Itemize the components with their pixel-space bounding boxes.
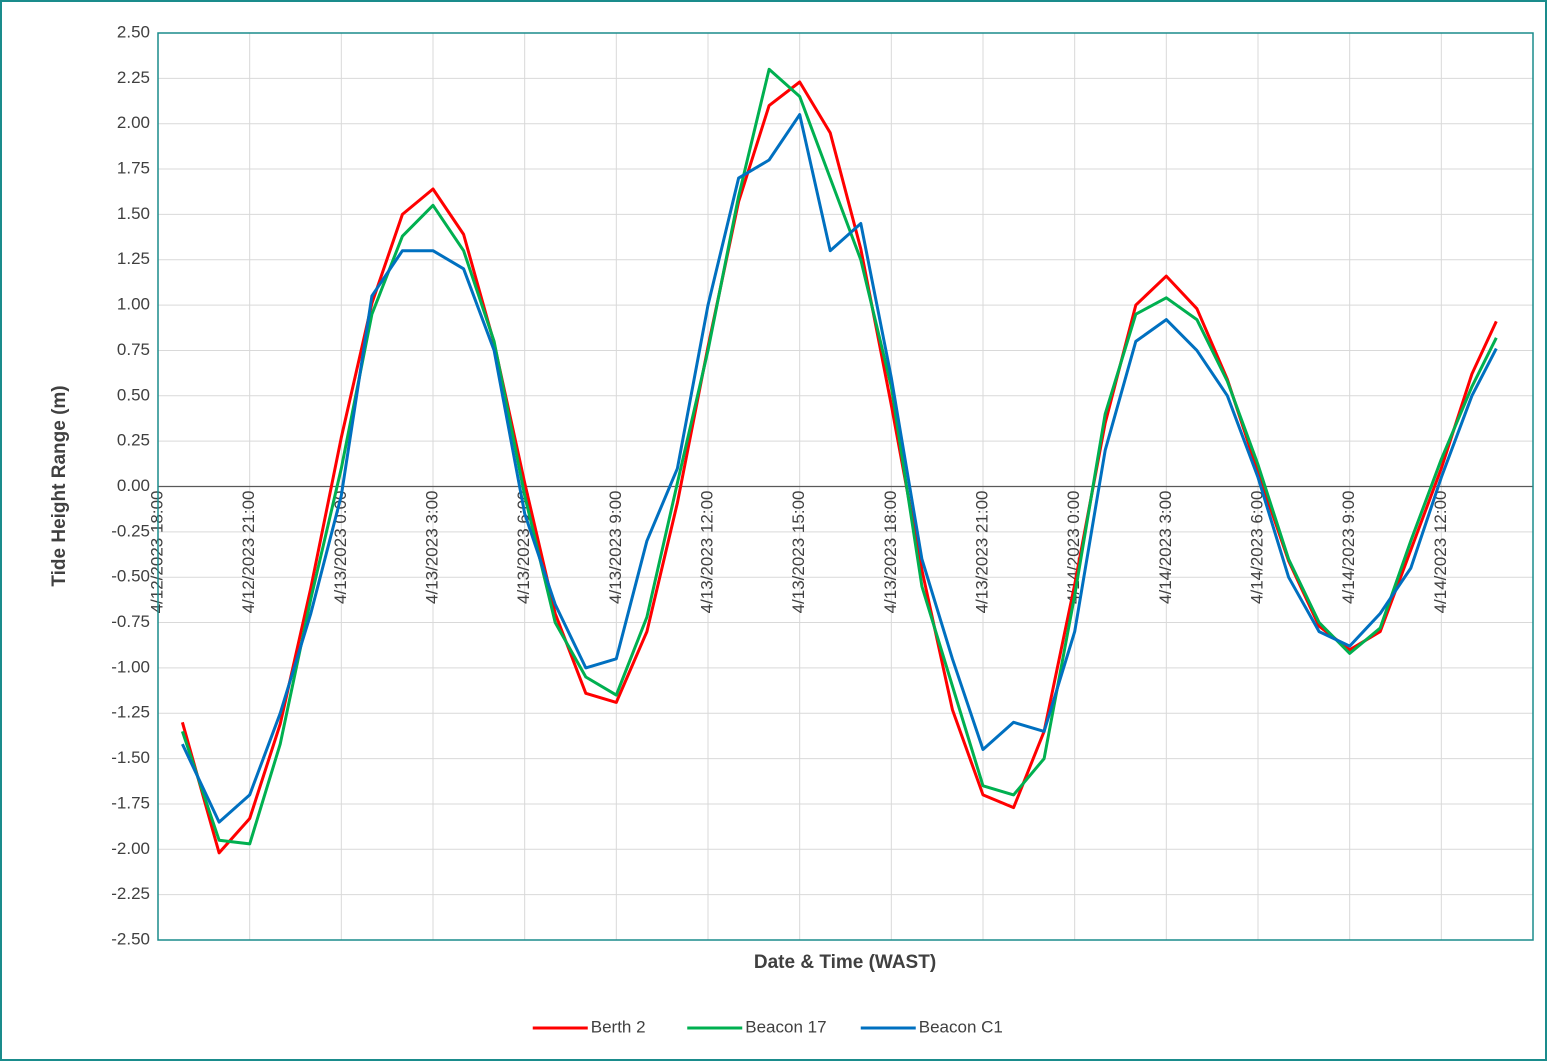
y-tick-label: 0.00 — [117, 476, 150, 495]
y-tick-label: 1.25 — [117, 249, 150, 268]
y-tick-label: 1.00 — [117, 295, 150, 314]
data-line — [180, 67, 1498, 846]
y-axis-title: Tide Height Range (m) — [49, 385, 70, 586]
x-tick-label: 4/13/2023 9:00 — [606, 491, 625, 604]
x-tick-label: 4/14/2023 6:00 — [1247, 491, 1266, 604]
x-tick-label: 4/13/2023 21:00 — [972, 491, 991, 614]
y-tick-label: -2.00 — [111, 839, 150, 858]
x-tick-label: 4/14/2023 3:00 — [1156, 491, 1175, 604]
y-tick-label: 1.50 — [117, 204, 150, 223]
x-tick-label: 4/13/2023 12:00 — [697, 491, 716, 614]
data-line — [181, 113, 1498, 824]
y-tick-label: 2.00 — [117, 113, 150, 132]
x-tick-label: 4/12/2023 21:00 — [239, 491, 258, 614]
y-tick-label: 2.25 — [117, 68, 150, 87]
y-tick-label: 0.50 — [117, 385, 150, 404]
y-tick-label: 1.75 — [117, 159, 150, 178]
x-tick-label: 4/13/2023 18:00 — [881, 491, 900, 614]
y-tick-label: -1.25 — [111, 703, 150, 722]
y-tick-label: 2.50 — [117, 22, 150, 41]
y-tick-label: -1.00 — [111, 657, 150, 676]
plot-border — [157, 32, 1534, 941]
y-tick-label: 0.75 — [117, 340, 150, 359]
legend-label: Beacon 17 — [745, 1017, 826, 1036]
legend-label: Berth 2 — [591, 1017, 646, 1036]
legend-label: Beacon C1 — [919, 1017, 1003, 1036]
x-tick-label: 4/12/2023 18:00 — [147, 491, 166, 614]
y-tick-label: -2.25 — [111, 884, 150, 903]
y-tick-label: -0.75 — [111, 612, 150, 631]
x-axis-title: Date & Time (WAST) — [754, 952, 936, 973]
x-tick-label: 4/14/2023 12:00 — [1431, 491, 1450, 614]
y-tick-label: -0.25 — [111, 521, 150, 540]
x-tick-label: 4/13/2023 6:00 — [514, 491, 533, 604]
x-tick-label: 4/13/2023 15:00 — [789, 491, 808, 614]
y-tick-label: -1.50 — [111, 748, 150, 767]
y-tick-label: -0.50 — [111, 567, 150, 586]
x-tick-label: 4/13/2023 3:00 — [422, 491, 441, 604]
y-tick-label: -1.75 — [111, 793, 150, 812]
y-tick-label: -2.50 — [111, 929, 150, 948]
x-tick-label: 4/14/2023 9:00 — [1339, 491, 1358, 604]
y-tick-label: 0.25 — [117, 431, 150, 450]
